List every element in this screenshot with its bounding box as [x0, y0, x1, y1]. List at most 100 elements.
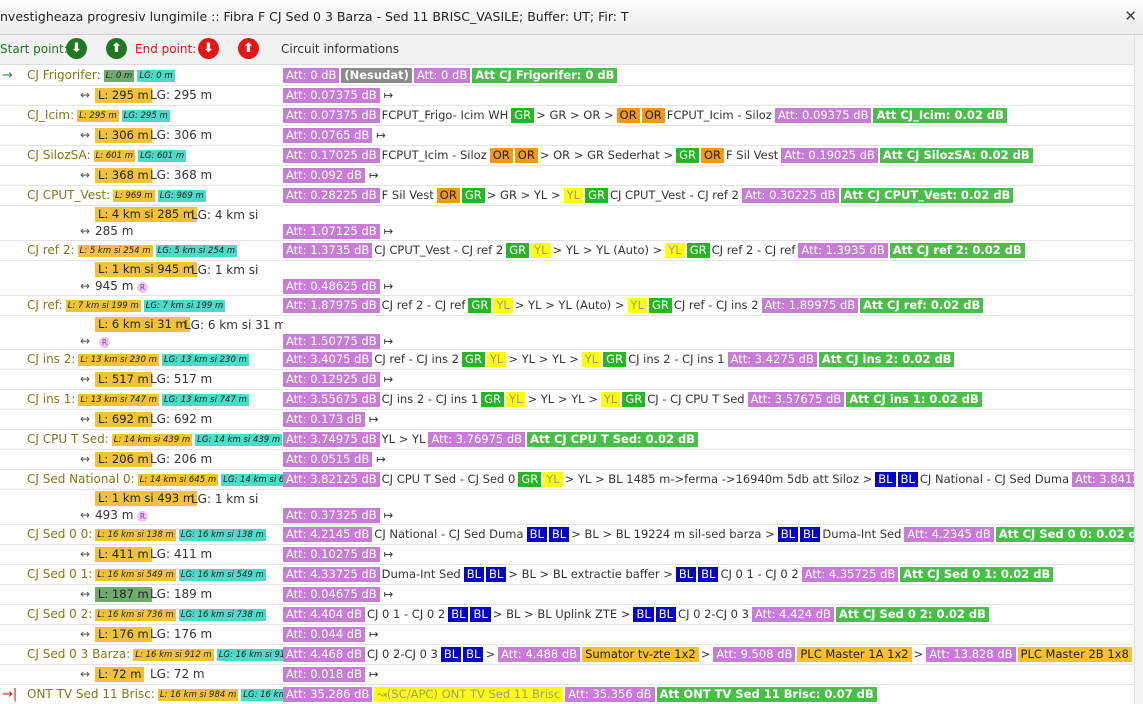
segment-indicator-icon: ↦: [383, 587, 394, 601]
segment-geo-length-continued: 493 m: [95, 508, 134, 522]
segment-geo-length: LG: 411 m: [150, 547, 213, 561]
start-point-down-button[interactable]: ⬇: [66, 38, 87, 59]
node-cumulative-length: L: 16 km si 549 m: [95, 569, 176, 581]
node-name[interactable]: CJ CPU T Sed: L: 14 km si 439 m LG: 14 km …: [27, 432, 283, 446]
node-attenuation-badge: Att CJ Sed 0 1: 0.02 dB: [900, 567, 1054, 582]
node-name-text[interactable]: CJ Sed 0 2:: [27, 607, 93, 621]
node-name[interactable]: CJ Sed National 0: L: 14 km si 645 m LG: 1…: [27, 472, 283, 486]
fiber-color-or: OR: [641, 108, 665, 123]
length-arrow-icon: ↔: [80, 279, 91, 293]
segment-att-cell: Att: 0.018 dB ↦: [283, 665, 1135, 684]
segment-attenuation: Att: 0.092 dB: [283, 168, 365, 183]
segment-att-line: Att: 0.48625 dB ↦: [283, 279, 393, 294]
circuit-line: Att: 3.4075 dB CJ ref - CJ ins 2 GR YL > YL …: [283, 352, 956, 367]
node-name[interactable]: CJ ins 2: L: 13 km si 230 m LG: 13 km si 2…: [27, 352, 249, 366]
circuit-line: Att: 0 dB (Nesudat) Att: 0 dB Att CJ Frigor…: [283, 68, 619, 83]
node-attenuation-badge: Att CJ Sed 0 0: 0.02 dB: [995, 527, 1135, 542]
segment-length: L: 692 m: [95, 412, 152, 427]
node-name-text[interactable]: CJ CPU T Sed:: [27, 432, 109, 446]
circuit-line: Att: 3.74975 dB YL > YL Att: 3.76975 dB Att…: [283, 432, 700, 447]
segment-att-cell: Att: 0.12925 dB ↦: [283, 370, 1135, 389]
node-name[interactable]: CJ ins 1: L: 13 km si 747 m LG: 13 km si 7…: [27, 392, 249, 406]
node-row: CJ Sed 0 3 Barza: L: 16 km si 912 m LG: 16…: [0, 645, 1135, 665]
node-name-text[interactable]: CJ Frigorifer:: [27, 68, 101, 82]
node-name[interactable]: CJ Frigorifer: L: 0 m LG: 0 m: [27, 68, 175, 82]
circuit-cell: Att: 3.82125 dB CJ CPU T Sed - CJ Sed 0 GR…: [283, 470, 1135, 489]
circuit-line: Att: 3.82125 dB CJ CPU T Sed - CJ Sed 0 GR…: [283, 472, 1135, 487]
segment-row: ↔ L: 72 m LG: 72 m Att: 0.018 dB ↦: [0, 665, 1135, 685]
end-point-up-button[interactable]: ⬆: [238, 38, 259, 59]
start-point-up-button[interactable]: ⬆: [106, 38, 127, 59]
length-arrow-icon: ↔: [80, 128, 91, 142]
progressive-length-table: → CJ Frigorifer: L: 0 m LG: 0 m Att: 0 dB (Ne…: [0, 66, 1135, 704]
node-cell: CJ Sed 0 0: L: 16 km si 138 m LG: 16 km si…: [0, 525, 283, 544]
circuit-text: CJ - CJ CPU T Sed: [647, 392, 745, 406]
node-name-text[interactable]: CJ Sed 0 3 Barza:: [27, 647, 131, 661]
node-name-text[interactable]: CJ ins 2:: [27, 352, 76, 366]
node-name-text[interactable]: CJ Sed 0 0:: [27, 527, 93, 541]
node-cell: CJ ins 1: L: 13 km si 747 m LG: 13 km si 7…: [0, 390, 283, 409]
node-name[interactable]: CJ Sed 0 2: L: 16 km si 736 m LG: 16 km si…: [27, 607, 266, 621]
segment-att-line: Att: 0.37325 dB ↦: [283, 508, 393, 523]
node-name[interactable]: CJ SilozSA: L: 601 m LG: 601 m: [27, 148, 187, 162]
attenuation-badge: Att: 3.74975 dB: [283, 432, 380, 447]
segment-length: L: 517 m: [95, 372, 152, 387]
node-name-text[interactable]: CJ ref 2:: [27, 243, 75, 257]
segment-att-cell: Att: 0.0765 dB ↦: [283, 126, 1135, 145]
circuit-text: > GR > OR >: [536, 108, 614, 122]
node-name[interactable]: CJ CPUT_Vest: L: 969 m LG: 969 m: [27, 188, 206, 202]
attenuation-badge: Att: 35.356 dB: [565, 687, 655, 702]
attenuation-badge: Att: 3.55675 dB: [283, 392, 380, 407]
segment-indicator-icon: ↦: [383, 334, 394, 348]
node-name-text[interactable]: CJ SilozSA:: [27, 148, 91, 162]
circuit-line: Att: 1.87975 dB CJ ref 2 - CJ ref GR YL > YL…: [283, 298, 985, 313]
segment-length-cell: L: 6 km si 31 m LG: 6 km si 31 m ↔ R: [0, 316, 283, 349]
node-attenuation-badge: Att CJ ins 1: 0.02 dB: [846, 392, 982, 407]
fiber-color-yl: YL: [531, 243, 551, 258]
node-name-text[interactable]: CJ CPUT_Vest:: [27, 188, 111, 202]
node-name-text[interactable]: CJ_Icim:: [27, 108, 75, 122]
segment-attenuation: Att: 1.50775 dB: [283, 334, 380, 349]
node-row: CJ SilozSA: L: 601 m LG: 601 m Att: 0.17025…: [0, 146, 1135, 166]
end-point-down-button[interactable]: ⬇: [198, 38, 219, 59]
node-name[interactable]: CJ Sed 0 3 Barza: L: 16 km si 912 m LG: 16…: [27, 647, 283, 661]
node-cumulative-length: L: 16 km si 138 m: [95, 529, 176, 541]
circuit-cell: Att: 0.17025 dB FCPUT_Icim - Siloz OR OR > O…: [283, 146, 1135, 165]
segment-length: L: 206 m: [95, 452, 152, 467]
segment-row: ↔ L: 368 m LG: 368 m Att: 0.092 dB ↦: [0, 166, 1135, 186]
node-name-text[interactable]: CJ Sed 0 1:: [27, 567, 93, 581]
fiber-color-gr: GR: [648, 298, 672, 313]
node-name[interactable]: CJ Sed 0 0: L: 16 km si 138 m LG: 16 km si…: [27, 527, 266, 541]
fiber-color-bl: BL: [470, 607, 491, 622]
node-name[interactable]: CJ ref 2: L: 5 km si 254 m LG: 5 km si 254…: [27, 243, 238, 257]
segment-attenuation: Att: 0.173 dB: [283, 412, 365, 427]
fiber-color-yl: YL: [543, 472, 563, 487]
node-name[interactable]: CJ_Icim: L: 295 m LG: 295 m: [27, 108, 170, 122]
segment-geo-length-continued: 945 m: [95, 279, 134, 293]
fiber-color-yl: YL: [486, 352, 507, 367]
node-cumulative-length: L: 14 km si 439 m: [111, 434, 193, 446]
segment-geo-length: LG: 6 km si 31 m: [184, 318, 283, 332]
attenuation-badge: Att: 1.87975 dB: [283, 298, 380, 313]
fiber-color-yl: YL: [627, 298, 647, 313]
node-name[interactable]: CJ Sed 0 1: L: 16 km si 549 m LG: 16 km si…: [27, 567, 266, 581]
circuit-cell: Att: 35.286 dB ↝(SC/APC) ONT TV Sed 11 Br…: [283, 685, 1135, 704]
node-name[interactable]: CJ ref: L: 7 km si 199 m LG: 7 km si 199 m: [27, 298, 226, 312]
close-icon[interactable]: ✕: [1124, 7, 1137, 25]
length-arrow-icon: ↔: [80, 168, 91, 182]
node-name-text[interactable]: CJ ref:: [27, 298, 63, 312]
node-name-text[interactable]: ONT TV Sed 11 Brisc:: [27, 687, 155, 701]
fiber-color-bl: BL: [698, 567, 719, 582]
circuit-line: Att: 0.17025 dB FCPUT_Icim - Siloz OR OR > O…: [283, 148, 1035, 163]
vertical-scrollbar[interactable]: [1134, 35, 1143, 704]
node-name-text[interactable]: CJ ins 1:: [27, 392, 76, 406]
length-arrow-icon: ↔: [80, 412, 91, 426]
unmeasured-badge: (Nesudat): [341, 68, 412, 83]
segment-attenuation: Att: 0.0765 dB: [283, 128, 373, 143]
segment-geo-length: LG: 72 m: [150, 667, 205, 681]
segment-length: L: 411 m: [95, 547, 152, 562]
node-name-text[interactable]: CJ Sed National 0:: [27, 472, 135, 486]
segment-att-line: Att: 0.12925 dB ↦: [283, 372, 393, 387]
fiber-color-bl: BL: [485, 567, 507, 582]
node-name[interactable]: ONT TV Sed 11 Brisc: L: 16 km si 984 m LG:…: [27, 687, 283, 701]
